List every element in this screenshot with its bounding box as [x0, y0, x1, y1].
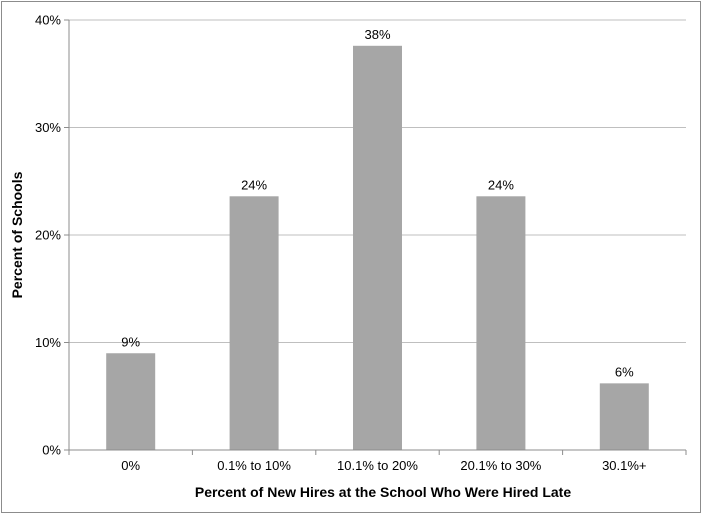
x-tick-label: 10.1% to 20%: [337, 458, 418, 473]
x-tick-label: 0.1% to 10%: [217, 458, 291, 473]
bar: [229, 196, 279, 450]
axes: [64, 19, 687, 455]
x-tick-label: 20.1% to 30%: [460, 458, 541, 473]
y-tick-label: 0%: [42, 443, 61, 458]
data-label: 24%: [488, 177, 514, 192]
x-tick-label: 0%: [121, 458, 140, 473]
data-label: 24%: [241, 177, 267, 192]
y-axis-title: Percent of Schools: [9, 171, 25, 298]
data-label: 9%: [121, 334, 140, 349]
x-axis-title: Percent of New Hires at the School Who W…: [195, 484, 571, 500]
bar: [599, 383, 649, 450]
data-label: 6%: [615, 364, 634, 379]
y-tick-label: 40%: [35, 13, 61, 28]
bars: [106, 45, 649, 451]
bar: [476, 196, 526, 450]
y-tick-label: 10%: [35, 335, 61, 350]
y-tick-label: 30%: [35, 120, 61, 135]
labels: 0% 10% 20% 30% 40% 9% 0% 24% 0.1% to 10% 38% 10.1%…: [35, 13, 647, 474]
data-label: 38%: [364, 27, 390, 42]
y-tick-label: 20%: [35, 228, 61, 243]
bar: [106, 353, 156, 450]
bar: [353, 45, 402, 451]
x-tick-label: 30.1%+: [602, 458, 646, 473]
